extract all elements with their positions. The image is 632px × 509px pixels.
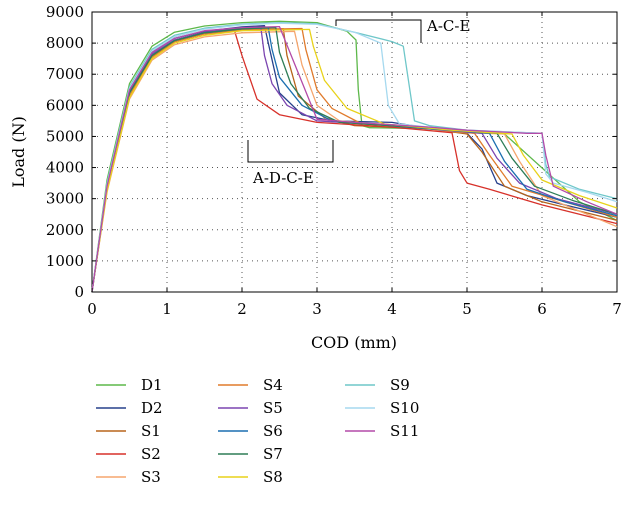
series-line-s6 xyxy=(91,27,618,293)
y-axis-label: Load (N) xyxy=(9,116,28,188)
series-line-s3 xyxy=(91,30,618,293)
legend-label: S10 xyxy=(390,399,419,417)
series-line-s9 xyxy=(91,21,618,293)
legend-item-s7: S7 xyxy=(218,445,283,463)
x-tick-label: 0 xyxy=(87,300,97,318)
y-tick-label: 7000 xyxy=(46,65,84,83)
legend-label: S2 xyxy=(141,445,161,463)
x-tick-label: 4 xyxy=(387,300,397,318)
series-lines xyxy=(91,20,618,293)
x-tick-label: 1 xyxy=(162,300,172,318)
series-line-d2 xyxy=(91,25,618,293)
legend: D1 D2 S1 S2 S3 S4 S5 S6 S7 S8 S9 S10 S11 xyxy=(96,376,419,486)
legend-item-s2: S2 xyxy=(96,445,161,463)
x-tick-label: 7 xyxy=(612,300,622,318)
annotation-adce-label: A-D-C-E xyxy=(252,169,314,187)
grid xyxy=(92,12,617,292)
y-tick-label: 6000 xyxy=(46,96,84,114)
annotation-ace: A-C-E xyxy=(335,17,470,43)
y-tick-label: 2000 xyxy=(46,221,84,239)
annotation-ace-bracket xyxy=(335,19,422,43)
y-tick-label: 5000 xyxy=(46,127,84,145)
legend-label: S5 xyxy=(263,399,283,417)
series-line-s7 xyxy=(91,26,618,293)
legend-label: S8 xyxy=(263,468,283,486)
legend-item-s11: S11 xyxy=(345,422,419,440)
x-tick-label: 3 xyxy=(312,300,322,318)
legend-item-s4: S4 xyxy=(218,376,283,394)
legend-label: S7 xyxy=(263,445,283,463)
x-tick-label: 5 xyxy=(462,300,472,318)
series-line-s11 xyxy=(91,25,618,293)
x-axis-label: COD (mm) xyxy=(311,333,397,352)
series-line-d1 xyxy=(91,20,618,293)
series-line-s5 xyxy=(91,26,618,293)
series-line-s2 xyxy=(91,30,618,293)
plot-frame xyxy=(91,11,618,293)
legend-label: S6 xyxy=(263,422,283,440)
y-tick-label: 9000 xyxy=(46,3,84,21)
legend-label: S11 xyxy=(390,422,419,440)
annotation-ace-label: A-C-E xyxy=(426,17,470,35)
legend-item-s10: S10 xyxy=(345,399,419,417)
legend-item-s6: S6 xyxy=(218,422,283,440)
legend-label: S9 xyxy=(390,376,410,394)
y-tick-label: 8000 xyxy=(46,34,84,52)
legend-item-s8: S8 xyxy=(218,468,283,486)
annotation-adce-bracket xyxy=(247,140,334,163)
series-line-s10 xyxy=(91,22,618,293)
legend-item-s3: S3 xyxy=(96,468,161,486)
y-tick-label: 3000 xyxy=(46,190,84,208)
legend-item-s9: S9 xyxy=(345,376,410,394)
y-tick-label: 0 xyxy=(74,283,84,301)
y-tick-label: 1000 xyxy=(46,252,84,270)
series-line-s1 xyxy=(91,28,618,293)
legend-label: S4 xyxy=(263,376,283,394)
legend-item-d2: D2 xyxy=(96,399,163,417)
annotation-adce: A-D-C-E xyxy=(247,140,334,187)
legend-label: D1 xyxy=(141,376,163,394)
legend-label: D2 xyxy=(141,399,163,417)
series-line-s8 xyxy=(91,28,618,293)
legend-item-s5: S5 xyxy=(218,399,283,417)
axis-ticks: 0 1 2 3 4 5 6 7 0 1000 2000 3000 4000 5000 6000 7000 800… xyxy=(46,3,622,318)
legend-item-d1: D1 xyxy=(96,376,163,394)
legend-item-s1: S1 xyxy=(96,422,161,440)
y-tick-label: 4000 xyxy=(46,159,84,177)
x-tick-label: 6 xyxy=(537,300,547,318)
legend-label: S3 xyxy=(141,468,161,486)
x-tick-label: 2 xyxy=(237,300,247,318)
series-line-s4 xyxy=(91,27,618,293)
legend-label: S1 xyxy=(141,422,161,440)
